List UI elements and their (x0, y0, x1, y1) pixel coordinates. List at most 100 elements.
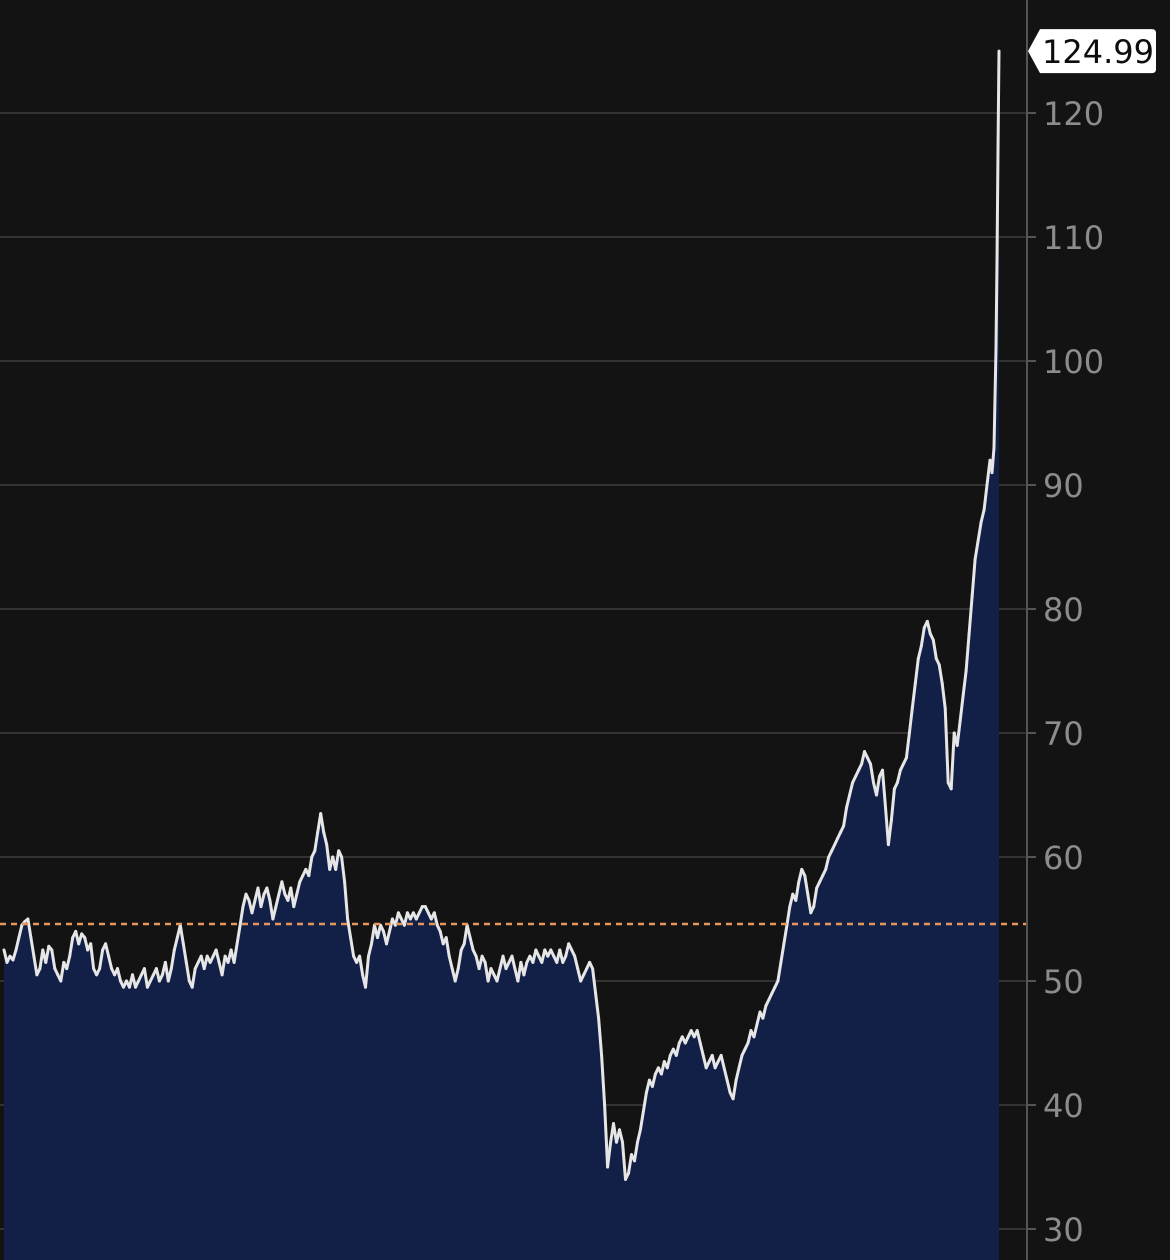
price-line-segment (26, 917, 33, 940)
price-line-segment (184, 960, 191, 983)
price-line-segment (665, 1053, 672, 1070)
price-line-segment (274, 892, 281, 909)
price-line-segment (904, 731, 911, 760)
tick-label-110: 110 (1043, 219, 1104, 257)
price-line-segment (776, 960, 783, 983)
price-line-segment (916, 644, 923, 661)
price-line-segment (650, 1072, 657, 1088)
price-line-segment (995, 148, 1000, 264)
tick-label-90: 90 (1043, 467, 1084, 505)
price-line-segment (169, 948, 176, 971)
price-line-segment (107, 954, 114, 971)
price-line-segment (250, 898, 257, 915)
price-line-segment (232, 942, 239, 964)
price-line-segment (618, 1128, 624, 1144)
price-line-segment (29, 936, 36, 958)
price-line-segment (44, 944, 51, 964)
price-line-segment (600, 1053, 607, 1107)
price-line-segment (334, 849, 341, 871)
price-line-segment (340, 855, 347, 884)
price-line-segment (322, 830, 329, 847)
price-line-segment (178, 923, 185, 946)
price-line-segment (495, 967, 502, 983)
price-line-segment (17, 923, 24, 940)
price-line-segment (931, 638, 938, 661)
price-line-segment (68, 936, 75, 958)
price-line-segment (842, 805, 849, 828)
last-price-value: 124.99 (1042, 33, 1154, 71)
price-line-segment (961, 669, 968, 698)
price-line-segment (869, 762, 875, 785)
price-line-segment (719, 1053, 726, 1070)
price-line-segment (994, 260, 999, 351)
price-line-segment (910, 681, 917, 710)
price-line-segment (447, 954, 454, 971)
price-line-segment (734, 1066, 741, 1082)
price-line-segment (214, 948, 221, 964)
last-price-tag-background (1028, 29, 1156, 74)
price-line-segment (456, 948, 463, 971)
tick-label-30: 30 (1043, 1211, 1084, 1249)
price-area-fill (4, 51, 999, 1260)
price-line-segment (522, 960, 529, 977)
tick-label-100: 100 (1043, 343, 1104, 381)
price-line-segment (638, 1109, 645, 1132)
price-line-segment (603, 1103, 610, 1169)
price-line-segment (235, 923, 242, 946)
price-line-segment (979, 508, 986, 524)
price-line-segment (919, 626, 926, 648)
price-line-segment (295, 880, 302, 896)
y-axis-ticks: 30 40 50 60 70 80 90 100 110 120 (1027, 95, 1104, 1249)
price-line-segment (591, 967, 598, 995)
price-line-segment (166, 967, 173, 983)
price-line-segment (220, 954, 227, 977)
price-line-segment (465, 923, 472, 940)
price-line-segment (510, 954, 517, 971)
price-line-segment (621, 1140, 627, 1181)
price-line-segment (181, 942, 188, 964)
price-line-segment (992, 396, 997, 450)
price-line-segment (453, 967, 460, 983)
price-line-segment (737, 1053, 744, 1070)
price-line-segment (785, 905, 792, 927)
price-line-segment (633, 1140, 639, 1163)
price-line-segment (367, 942, 373, 958)
price-line-segment (259, 892, 266, 909)
tick-label-50: 50 (1043, 963, 1084, 1001)
price-line-segment (238, 905, 245, 927)
price-line-segment (886, 818, 893, 847)
price-line-segment (955, 719, 962, 747)
price-line-segment (349, 936, 356, 958)
price-line-segment (432, 911, 439, 927)
price-line-segment (104, 942, 111, 958)
price-line-segment (319, 812, 326, 834)
price-line-segment (636, 1128, 642, 1144)
price-line-segment (364, 954, 370, 989)
price-line-segment (65, 954, 72, 971)
price-line-segment (444, 936, 451, 958)
price-line-segment (973, 539, 980, 561)
price-line-segment (641, 1091, 648, 1113)
price-line-segment (606, 1140, 613, 1169)
price-line-segment (990, 446, 996, 475)
price-line-segment (982, 483, 989, 512)
price-line-segment (875, 774, 881, 797)
tick-label-60: 60 (1043, 839, 1084, 877)
price-line-segment (907, 706, 914, 735)
price-line-segment (895, 768, 902, 785)
price-line-segment (594, 991, 601, 1020)
price-line-segment (313, 830, 320, 853)
price-line-segment (845, 793, 852, 809)
price-line-segment (674, 1041, 681, 1057)
price-line-segment (98, 948, 105, 971)
price-line-segment (358, 954, 365, 977)
price-line-segment (913, 657, 920, 685)
price-line-segment (993, 347, 998, 400)
price-line-segment (385, 929, 391, 946)
price-line-segment (271, 905, 278, 921)
price-line-segment (627, 1153, 633, 1175)
price-line-segment (722, 1066, 729, 1082)
price-line-segment (346, 917, 353, 940)
tick-label-40: 40 (1043, 1087, 1084, 1125)
